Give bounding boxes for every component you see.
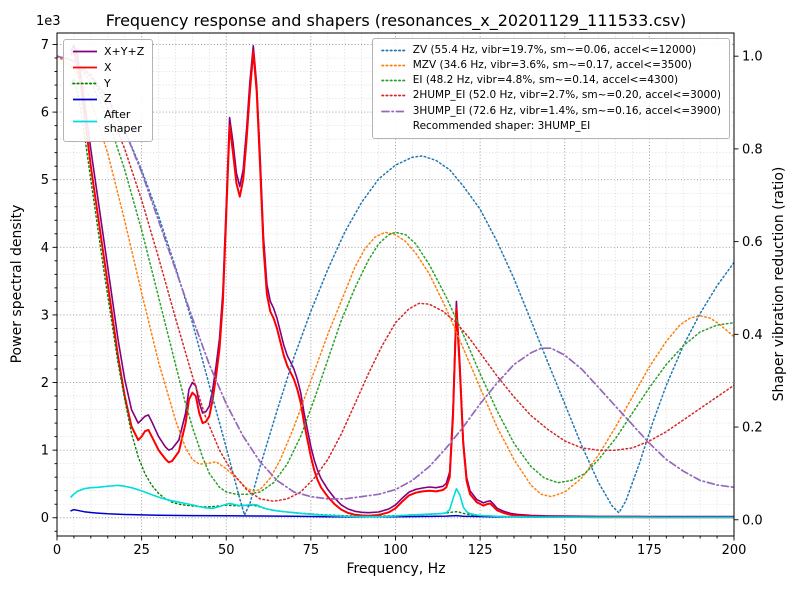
legend-item: 2HUMP_EI (52.0 Hz, vibr=2.7%, sm~=0.20, … — [380, 89, 721, 102]
legend-line-swatch — [380, 90, 407, 101]
curve-2hump-ei — [57, 55, 734, 502]
x-tick-label: 25 — [133, 543, 150, 558]
legend-line-swatch — [72, 62, 98, 73]
y-right-tick-label: 0.4 — [742, 328, 763, 343]
legend-line-swatch — [72, 46, 98, 57]
legend-label: Y — [104, 76, 111, 90]
tick-marks — [52, 44, 739, 541]
y-axis-label-right: Shaper vibration reduction (ratio) — [771, 166, 787, 402]
y-right-tick-label: 0.8 — [742, 142, 763, 157]
legend-label: X — [104, 60, 112, 74]
legend-note-text: Recommended shaper: 3HUMP_EI — [412, 119, 591, 132]
legend-label: 2HUMP_EI (52.0 Hz, vibr=2.7%, sm~=0.20, … — [412, 89, 721, 102]
curve-after-shaper — [69, 484, 734, 519]
legend-line-swatch — [72, 94, 98, 105]
x-tick-label: 150 — [552, 543, 577, 558]
legend-line-swatch — [72, 78, 98, 89]
x-tick-label: 50 — [218, 543, 235, 558]
legend-note: Recommended shaper: 3HUMP_EI — [381, 120, 721, 133]
legend-line-swatch — [380, 45, 407, 56]
x-tick-label: 125 — [468, 543, 493, 558]
y-left-tick-label: 4 — [41, 241, 49, 256]
curve-x — [69, 50, 734, 519]
legend-line-swatch — [380, 60, 407, 71]
y-left-tick-label: 2 — [41, 376, 49, 391]
legend-item: Z — [72, 92, 144, 106]
y-left-tick-label: 3 — [41, 308, 49, 323]
y-axis-offset-text: 1e3 — [36, 14, 61, 29]
chart-title: Frequency response and shapers (resonanc… — [105, 11, 687, 30]
legend-item: MZV (34.6 Hz, vibr=3.6%, sm~=0.17, accel… — [380, 59, 721, 72]
legend-label: Z — [104, 92, 112, 106]
x-axis-label: Frequency, Hz — [346, 561, 446, 577]
x-tick-label: 75 — [303, 543, 320, 558]
curve-3hump-ei — [57, 55, 734, 500]
legend-line-swatch — [380, 106, 407, 117]
curve-y — [69, 77, 734, 518]
legend-item: X+Y+Z — [72, 45, 144, 59]
y-right-tick-label: 0.0 — [742, 513, 763, 528]
legend-item: After shaper — [72, 108, 144, 136]
legend-label: 3HUMP_EI (72.6 Hz, vibr=1.4%, sm~=0.16, … — [412, 104, 721, 117]
legend-item: Y — [72, 77, 144, 91]
y-axis-label-left: Power spectral density — [9, 204, 25, 364]
legend-item: EI (48.2 Hz, vibr=4.8%, sm~=0.14, accel<… — [380, 74, 721, 87]
tick-labels: 0 25 50 75 100 125 150 175 200 0 1 2 3 4 5 6 7 0.0 0.2 0.4 0… — [41, 38, 763, 558]
legend-label: X+Y+Z — [104, 45, 145, 58]
x-tick-label: 200 — [722, 543, 747, 558]
x-tick-label: 175 — [637, 543, 662, 558]
y-right-tick-label: 0.6 — [742, 235, 763, 250]
legend-empty-swatch — [381, 121, 407, 132]
legend-item: 3HUMP_EI (72.6 Hz, vibr=1.4%, sm~=0.16, … — [380, 104, 721, 118]
legend-label: ZV (55.4 Hz, vibr=19.7%, sm~=0.06, accel… — [412, 44, 697, 56]
legend-item: ZV (55.4 Hz, vibr=19.7%, sm~=0.06, accel… — [380, 44, 721, 57]
legend-shapers: ZV (55.4 Hz, vibr=19.7%, sm~=0.06, accel… — [371, 38, 730, 139]
y-left-tick-label: 1 — [41, 444, 49, 459]
legend-label: EI (48.2 Hz, vibr=4.8%, sm~=0.14, accel<… — [412, 74, 679, 87]
y-right-tick-label: 0.2 — [742, 421, 763, 436]
legend-line-swatch — [72, 116, 98, 127]
y-left-tick-label: 7 — [41, 38, 49, 53]
y-left-tick-label: 6 — [41, 106, 49, 121]
legend-label: After shaper — [104, 108, 142, 135]
y-right-tick-label: 1.0 — [742, 50, 763, 65]
legend-item: X — [72, 61, 144, 75]
y-left-tick-label: 0 — [41, 511, 49, 526]
y-left-tick-label: 5 — [41, 173, 49, 188]
x-tick-label: 0 — [53, 543, 61, 558]
legend-psd: X+Y+Z X Y Z After shaper — [63, 39, 154, 142]
legend-label: MZV (34.6 Hz, vibr=3.6%, sm~=0.17, accel… — [412, 59, 692, 72]
x-tick-label: 100 — [383, 543, 408, 558]
curve-ei — [57, 55, 734, 496]
legend-line-swatch — [380, 75, 407, 86]
curve-mzv — [57, 55, 734, 498]
curve-z — [70, 508, 734, 519]
